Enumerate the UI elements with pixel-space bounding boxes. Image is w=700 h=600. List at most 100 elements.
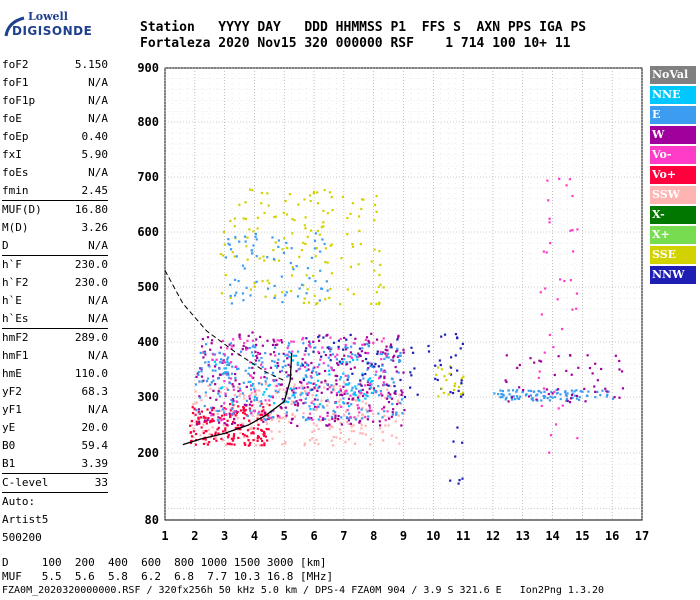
echo-point-vo (368, 382, 371, 385)
echo-point-sse (379, 263, 382, 267)
echo-point-w (269, 366, 273, 369)
echo-point-e (278, 352, 281, 356)
echo-point-w (379, 424, 382, 427)
echo-point-e (314, 280, 317, 283)
echo-point-w (618, 396, 621, 399)
echo-point-vo (537, 376, 540, 380)
echo-point-w (382, 406, 386, 409)
echo-point-e (566, 392, 569, 395)
echo-point-ssw (361, 406, 364, 410)
echo-point-e (328, 345, 331, 349)
echo-point-vo (262, 433, 265, 436)
echo-point-ssw (207, 428, 210, 432)
param-value: 230.0 (74, 258, 108, 271)
echo-point-e (221, 408, 225, 411)
echo-point-w (238, 382, 241, 386)
echo-point-e (208, 365, 211, 368)
y-tick-label: 900 (137, 61, 159, 75)
echo-point-ssw (284, 416, 288, 419)
echo-point-nne (354, 385, 357, 388)
echo-point-w (295, 387, 298, 390)
echo-point-w (381, 351, 385, 354)
echo-point-vo (228, 403, 232, 406)
echo-point-w (325, 399, 328, 403)
echo-point-w (209, 348, 212, 351)
echo-point-ssw (359, 432, 362, 435)
echo-point-vo (317, 350, 320, 353)
echo-point-e (379, 369, 383, 372)
echo-point-vo (239, 409, 243, 412)
echo-point-nne (273, 402, 276, 405)
echo-point-e (244, 240, 247, 243)
param-row: M(D) 3.26 (2, 219, 108, 237)
echo-point-vo (245, 435, 249, 438)
echo-point-vo (251, 376, 254, 379)
echo-point-vo (575, 307, 578, 310)
echo-point-vo (267, 417, 271, 421)
echo-point-e (218, 361, 222, 364)
echo-point-ssw (339, 421, 342, 424)
echo-point-vo (260, 444, 263, 447)
echo-point-vo (319, 358, 322, 361)
echo-point-sse (340, 257, 343, 260)
echo-point-sse (253, 281, 256, 285)
echo-point-e (238, 240, 241, 243)
echo-point-sse (274, 241, 277, 244)
echo-point-nnw (457, 389, 460, 393)
echo-point-ssw (338, 404, 341, 407)
echo-point-sse (357, 263, 360, 266)
echo-point-e (564, 390, 567, 393)
echo-point-vo (243, 412, 247, 415)
echo-point-e (212, 379, 215, 382)
echo-point-nnw (376, 352, 379, 356)
echo-point-nnw (454, 333, 458, 336)
y-tick-label: 200 (137, 446, 159, 460)
echo-point-w (247, 334, 250, 338)
echo-point-w (221, 361, 224, 364)
echo-point-sse (297, 203, 300, 206)
echo-point-ssw (311, 399, 314, 403)
echo-point-nne (291, 394, 294, 397)
echo-point-w (391, 411, 394, 414)
echo-point-w (402, 348, 405, 351)
echo-point-nne (291, 359, 295, 362)
echo-point-ssw (248, 427, 251, 430)
echo-point-w (263, 375, 266, 379)
echo-point-e (351, 353, 354, 356)
echo-point-ssw (291, 412, 294, 415)
echo-point-e (204, 391, 207, 394)
echo-point-w (604, 387, 607, 390)
echo-point-w (326, 411, 329, 414)
echo-point-nne (354, 394, 357, 397)
echo-point-w (295, 400, 298, 403)
echo-point-sse (351, 245, 355, 248)
echo-point-sse (316, 229, 319, 233)
param-row: B1 3.39 (2, 455, 108, 473)
echo-point-w (396, 402, 399, 406)
echo-point-sse (440, 387, 443, 390)
echo-point-vo (329, 336, 332, 339)
param-value: 2.45 (81, 184, 109, 197)
echo-point-w (324, 353, 327, 357)
echo-point-e (295, 409, 299, 412)
echo-point-e (305, 375, 308, 378)
echo-point-e (360, 417, 364, 420)
echo-point-e (281, 301, 284, 304)
legend-item-vo: Vo- (650, 146, 696, 164)
echo-point-vo (264, 367, 267, 371)
echo-point-vo (247, 444, 250, 447)
echo-point-ssw (241, 422, 244, 425)
echo-point-e (564, 393, 568, 396)
echo-point-w (527, 395, 531, 398)
echo-point-w (299, 399, 303, 402)
echo-point-sse (267, 204, 270, 207)
echo-point-w (325, 334, 328, 337)
echo-point-w (234, 372, 237, 376)
echo-point-sse (249, 288, 253, 291)
echo-point-nne (342, 401, 345, 404)
echo-point-sse (268, 282, 271, 285)
echo-point-ssw (347, 401, 351, 404)
echo-point-sse (329, 288, 332, 291)
echo-point-nne (364, 397, 367, 400)
echo-point-ssw (224, 444, 228, 447)
